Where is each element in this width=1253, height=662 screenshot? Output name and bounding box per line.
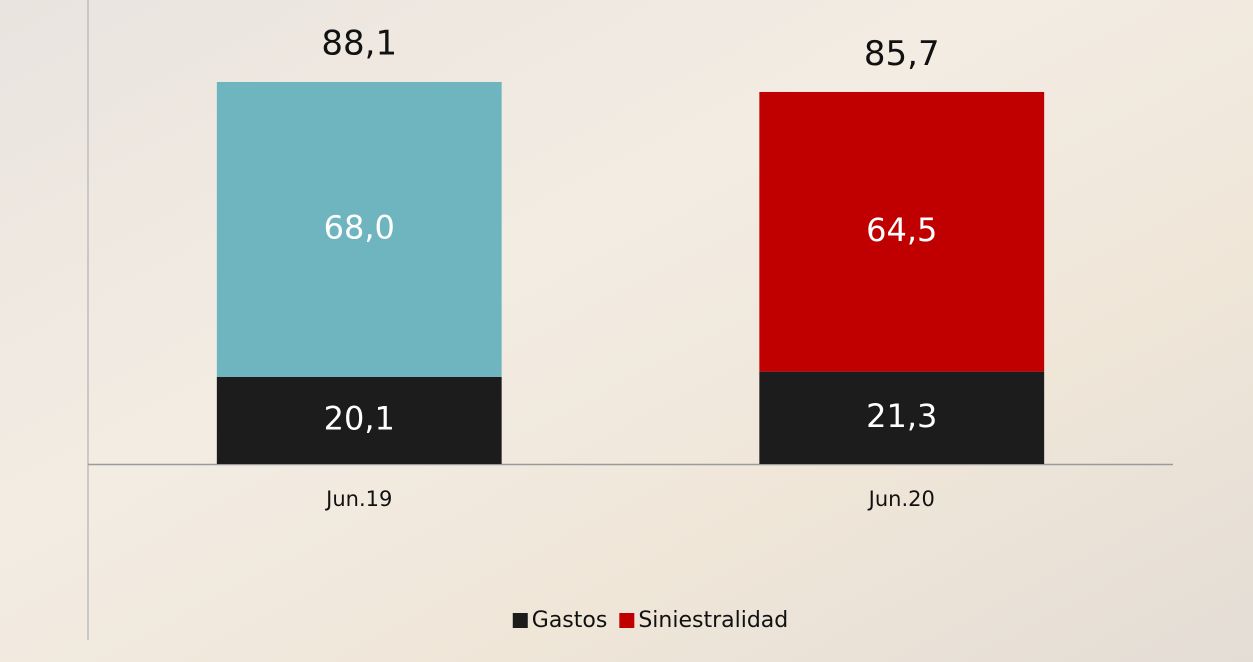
total-label: 85,7 [864, 34, 940, 74]
bar-segment [216, 81, 502, 377]
total-label: 88,1 [321, 23, 397, 63]
legend-swatch [619, 613, 635, 628]
x-tick-label: Jun.20 [867, 487, 935, 511]
segment-label: 68,0 [324, 208, 395, 246]
bar-segment [759, 91, 1045, 372]
legend-label: Gastos [532, 608, 608, 633]
segment-label: 64,5 [866, 211, 937, 249]
legend-label: Siniestralidad [638, 608, 788, 633]
legend-swatch [512, 613, 528, 628]
bar-segment [216, 376, 502, 464]
x-tick-label: Jun.19 [324, 487, 392, 511]
segment-label: 21,3 [866, 397, 937, 435]
segment-label: 20,1 [324, 399, 395, 437]
bar-segment [759, 371, 1045, 464]
